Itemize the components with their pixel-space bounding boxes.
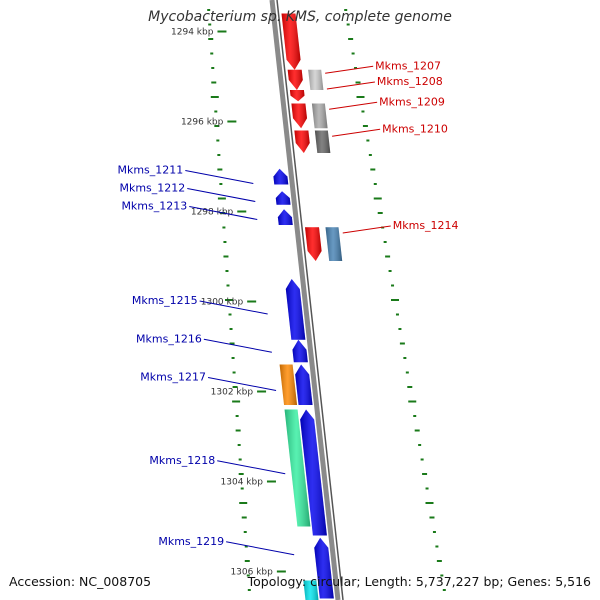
backbone-edge — [276, 0, 344, 600]
map-title: Mycobacterium sp. KMS, complete genome — [148, 9, 452, 25]
gene-label-leader — [189, 206, 258, 220]
gene-label[interactable]: Mkms_1208 — [377, 75, 443, 88]
topology-summary: Topology: circular; Length: 5,737,227 bp… — [247, 574, 591, 589]
gene-feature-shading — [314, 130, 331, 153]
gene-feature-shading — [295, 364, 313, 405]
gene-label-leader — [217, 460, 286, 475]
gene-label[interactable]: Mkms_1209 — [379, 95, 445, 108]
gene-label[interactable]: Mkms_1212 — [119, 182, 185, 195]
scale-label: 1294 kbp — [171, 28, 214, 38]
gene-label-leader — [187, 188, 256, 202]
gene-label[interactable]: Mkms_1218 — [149, 454, 215, 467]
gene-label-leader — [332, 128, 381, 137]
gene-feature-shading — [291, 103, 308, 129]
gene-label-leader — [207, 377, 277, 391]
gene-label[interactable]: Mkms_1214 — [393, 219, 459, 232]
gene-label[interactable]: Mkms_1217 — [140, 371, 206, 384]
gene-feature-shading — [300, 409, 327, 536]
gene-label[interactable]: Mkms_1211 — [117, 164, 183, 177]
gene-feature-shading — [279, 364, 298, 405]
backbone-line — [269, 0, 341, 600]
scale-label: 1302 kbp — [211, 388, 254, 398]
gene-label[interactable]: Mkms_1207 — [375, 59, 441, 72]
gene-label-leader — [203, 338, 272, 353]
gene-feature-shading — [285, 279, 306, 340]
gene-feature-shading — [273, 168, 289, 185]
gene-feature-shading — [304, 227, 322, 261]
gene-label[interactable]: Mkms_1215 — [132, 294, 198, 307]
gene-label[interactable]: Mkms_1216 — [136, 332, 202, 345]
gene-label-leader — [226, 541, 295, 556]
gene-feature-shading — [292, 339, 308, 363]
gene-feature-shading — [281, 13, 301, 70]
gene-feature-shading — [314, 537, 334, 599]
gene-label[interactable]: Mkms_1210 — [382, 122, 448, 135]
gene-feature-shading — [289, 90, 305, 102]
accession-text: Accession: NC_008705 — [9, 574, 152, 589]
tick-marks — [207, 9, 446, 591]
labels: 1294 kbp 1296 kbp 1298 kbp 1300 kbp 1302 kbp… — [117, 28, 458, 578]
gene-label-leader — [342, 225, 391, 234]
gene-feature-shading — [311, 103, 328, 129]
gene-feature-shading — [275, 191, 291, 205]
scale-label: 1306 kbp — [230, 568, 273, 578]
scale-label: 1296 kbp — [181, 118, 224, 128]
gene-feature-shading — [294, 130, 310, 153]
gene-features — [273, 13, 343, 600]
gene-label-leader — [199, 300, 268, 315]
gene-label-leader — [325, 65, 374, 74]
gene-feature-shading — [308, 69, 324, 90]
gene-label-leader — [326, 81, 375, 90]
scale-label: 1300 kbp — [201, 298, 244, 308]
gene-feature-shading — [277, 209, 293, 225]
scale-label: 1304 kbp — [221, 478, 264, 488]
gene-label[interactable]: Mkms_1219 — [158, 535, 224, 548]
gene-label-leader — [329, 101, 378, 110]
backbone — [269, 0, 344, 600]
gene-feature-shading — [303, 580, 319, 600]
gene-label[interactable]: Mkms_1213 — [121, 200, 187, 213]
gene-label-leader — [185, 170, 254, 184]
gene-feature-shading — [287, 69, 303, 90]
gene-feature-shading — [325, 227, 343, 261]
scale-label: 1298 kbp — [191, 208, 234, 218]
gene-feature-shading — [284, 409, 311, 527]
